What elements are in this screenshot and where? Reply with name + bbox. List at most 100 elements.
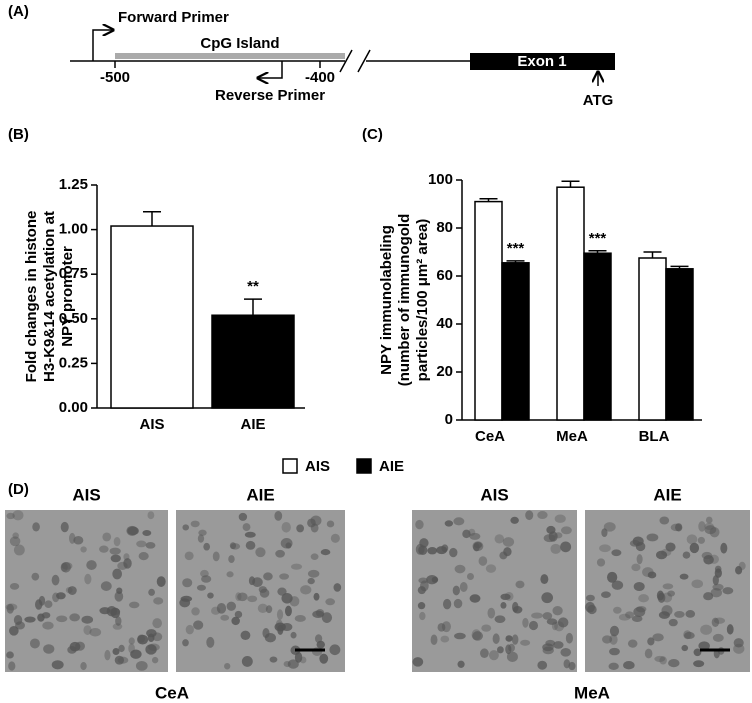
cell bbox=[430, 634, 438, 646]
cell bbox=[522, 617, 529, 628]
cell bbox=[283, 661, 291, 668]
cell bbox=[114, 655, 125, 665]
cell bbox=[554, 514, 566, 523]
cell bbox=[142, 529, 152, 536]
cell bbox=[67, 586, 77, 595]
cell bbox=[316, 640, 325, 649]
cell bbox=[252, 577, 263, 588]
cell bbox=[201, 575, 212, 583]
cell bbox=[114, 591, 124, 602]
cell bbox=[704, 525, 717, 535]
cell bbox=[698, 641, 710, 651]
cell bbox=[480, 648, 489, 659]
bar bbox=[638, 257, 667, 421]
cell bbox=[135, 660, 148, 671]
cell bbox=[703, 592, 714, 601]
cell bbox=[264, 633, 276, 643]
cell bbox=[259, 588, 270, 598]
cell bbox=[325, 598, 336, 606]
cell bbox=[276, 609, 284, 620]
cell bbox=[206, 636, 215, 648]
cell bbox=[65, 586, 73, 594]
cell bbox=[137, 634, 149, 645]
bar bbox=[211, 314, 295, 409]
y-tick-label: 0.75 bbox=[59, 265, 88, 282]
cell bbox=[230, 543, 241, 550]
y-axis-title: NPY immunolabeling bbox=[378, 225, 395, 375]
cell bbox=[618, 613, 631, 621]
cell bbox=[6, 603, 14, 614]
cell bbox=[684, 631, 695, 640]
forward-label: Forward Primer bbox=[118, 9, 229, 26]
cell bbox=[145, 541, 156, 549]
cell bbox=[494, 534, 505, 544]
cell bbox=[587, 604, 597, 615]
cell bbox=[281, 521, 291, 533]
cell bbox=[611, 549, 622, 557]
cell bbox=[190, 520, 200, 528]
cell bbox=[412, 657, 424, 667]
cell bbox=[84, 573, 92, 585]
cell bbox=[656, 550, 668, 560]
cell bbox=[279, 573, 290, 580]
cell bbox=[333, 583, 342, 592]
cell bbox=[255, 547, 266, 558]
cell bbox=[442, 598, 452, 610]
cell bbox=[56, 592, 66, 600]
cell bbox=[13, 544, 25, 556]
cell bbox=[415, 519, 424, 530]
cell bbox=[130, 649, 142, 659]
cell bbox=[32, 522, 40, 532]
cell bbox=[685, 610, 696, 618]
cell bbox=[735, 566, 743, 575]
cpg-label: CpG Island bbox=[200, 35, 279, 52]
cell bbox=[110, 554, 121, 563]
position-label: -500 bbox=[100, 69, 130, 86]
cell bbox=[693, 648, 702, 657]
bar bbox=[110, 225, 194, 409]
panel-label: (A) bbox=[8, 3, 29, 20]
cell bbox=[720, 542, 728, 554]
y-tick-label: 1.25 bbox=[59, 176, 88, 193]
cell bbox=[329, 644, 341, 656]
legend-label: AIS bbox=[305, 458, 330, 475]
cell bbox=[520, 639, 531, 646]
exon-label: Exon 1 bbox=[517, 53, 566, 70]
cell bbox=[441, 544, 449, 553]
cell bbox=[453, 598, 463, 609]
cell bbox=[658, 611, 671, 619]
cell bbox=[29, 638, 40, 649]
cell bbox=[525, 510, 534, 521]
panel-label: (B) bbox=[8, 126, 29, 143]
cell bbox=[625, 611, 635, 619]
cell bbox=[686, 534, 698, 545]
cell bbox=[128, 601, 140, 609]
cell bbox=[644, 648, 653, 659]
cell bbox=[712, 575, 719, 586]
cell bbox=[511, 634, 519, 645]
y-axis-title: particles/100 μm² area) bbox=[414, 219, 431, 382]
cell bbox=[668, 659, 680, 668]
cell bbox=[554, 532, 563, 539]
cell bbox=[553, 641, 564, 649]
reverse-label: Reverse Primer bbox=[215, 87, 325, 104]
cell bbox=[257, 603, 268, 614]
image-title: AIE bbox=[653, 485, 681, 504]
cell bbox=[263, 572, 273, 581]
cell bbox=[313, 592, 320, 601]
cell bbox=[499, 551, 508, 560]
cell bbox=[148, 643, 160, 651]
cell bbox=[44, 600, 53, 609]
panel-a: (A) Exon 1 ATG Forward Primer CpG Island… bbox=[8, 3, 615, 109]
cell bbox=[60, 561, 71, 573]
cell bbox=[441, 621, 451, 633]
cell bbox=[418, 545, 428, 556]
cell bbox=[244, 531, 256, 538]
cell bbox=[310, 515, 322, 526]
cell bbox=[231, 616, 240, 626]
cell bbox=[705, 516, 713, 524]
cell bbox=[537, 660, 548, 670]
image-title: AIS bbox=[480, 485, 508, 504]
cell bbox=[512, 601, 519, 613]
cell bbox=[659, 516, 670, 525]
